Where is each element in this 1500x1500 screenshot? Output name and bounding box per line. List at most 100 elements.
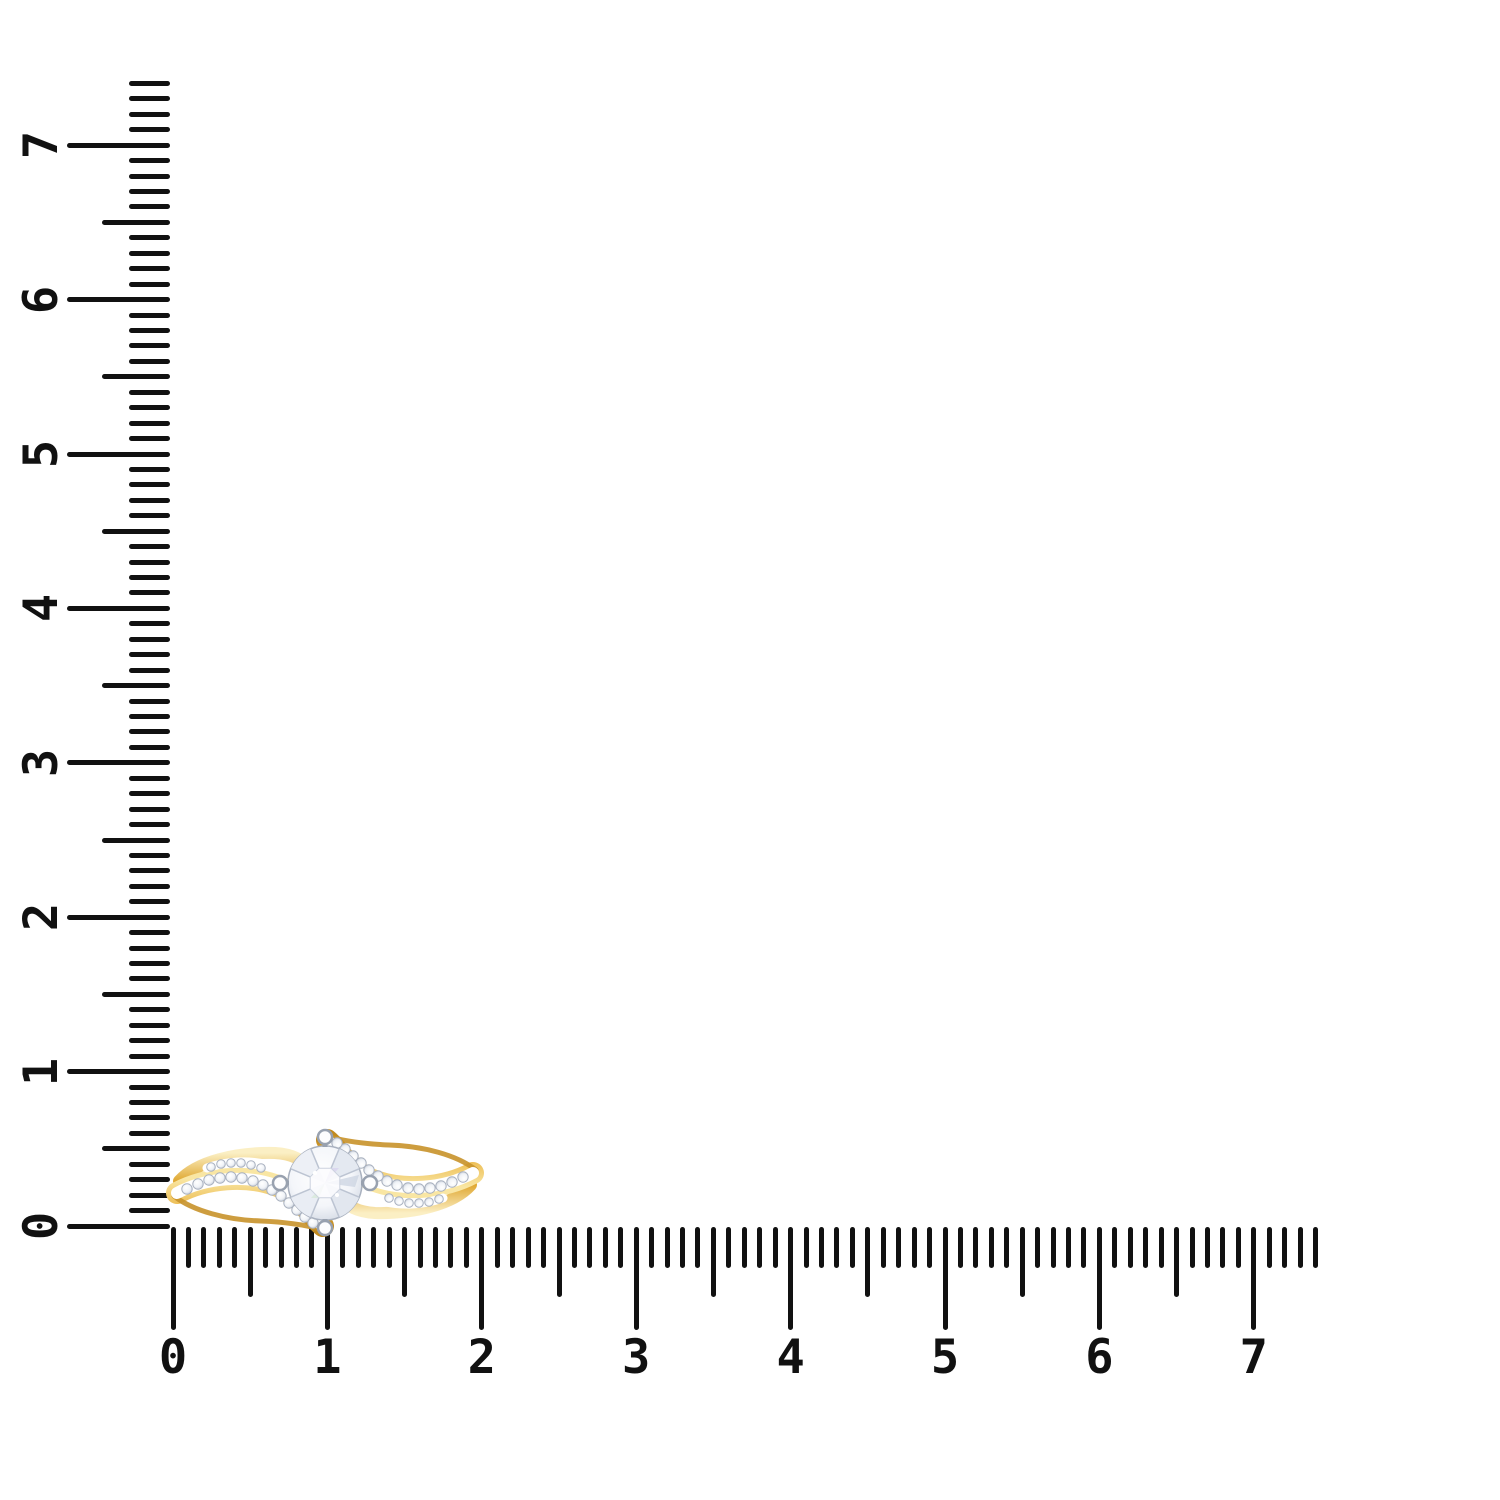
ruler-tick-minor (129, 173, 170, 179)
ruler-tick-minor (1035, 1226, 1041, 1268)
ruler-tick-minor (129, 930, 170, 936)
ruler-tick-minor (129, 343, 170, 349)
ruler-tick-minor (129, 482, 170, 488)
ruler-tick-minor (129, 405, 170, 411)
ruler-tick-medium (247, 1226, 253, 1297)
ruler-tick-minor (129, 590, 170, 596)
ruler-label: 1 (14, 1057, 69, 1086)
ruler-tick-minor (129, 1208, 170, 1214)
ruler-label: 6 (14, 285, 69, 314)
ruler-tick-medium (102, 528, 170, 534)
ruler-tick-minor (129, 868, 170, 874)
ruler-tick-major (324, 1226, 330, 1330)
ruler-tick-minor (216, 1226, 222, 1268)
ruler-tick-minor (129, 250, 170, 256)
prong-east (361, 1174, 379, 1192)
ruler-tick-major (942, 1226, 948, 1330)
ruler-tick-minor (911, 1226, 917, 1268)
ruler-tick-minor (587, 1226, 593, 1268)
ruler-tick-minor (571, 1226, 577, 1268)
ruler-tick-minor (129, 158, 170, 164)
ruler-tick-minor (129, 1053, 170, 1059)
ruler-tick-minor (129, 1192, 170, 1198)
ruler-tick-minor (1066, 1226, 1072, 1268)
prongs (271, 1128, 379, 1237)
ruler-tick-minor (541, 1226, 547, 1268)
ruler-tick-minor (927, 1226, 933, 1268)
ruler-tick-minor (129, 652, 170, 658)
ruler-tick-minor (1127, 1226, 1133, 1268)
ruler-label: 6 (1085, 1330, 1114, 1385)
ruler-tick-minor (1297, 1226, 1303, 1268)
ruler-tick-major (67, 297, 170, 303)
ruler-tick-major (170, 1226, 176, 1330)
ruler-tick-minor (355, 1226, 361, 1268)
ruler-tick-medium (865, 1226, 871, 1297)
prong-south (316, 1219, 334, 1237)
ruler-label: 0 (14, 1211, 69, 1241)
ruler-tick-minor (129, 575, 170, 581)
ruler-tick-minor (973, 1226, 979, 1268)
ruler-tick-minor (1050, 1226, 1056, 1268)
ruler-tick-minor (129, 466, 170, 472)
ruler-tick-major (67, 1223, 170, 1229)
ruler-tick-minor (1081, 1226, 1087, 1268)
ruler-tick-minor (129, 667, 170, 673)
ruler-tick-minor (1204, 1226, 1210, 1268)
ruler-tick-minor (129, 1161, 170, 1167)
ruler-tick-major (67, 605, 170, 611)
ruler-label: 3 (14, 748, 69, 777)
ruler-tick-minor (129, 636, 170, 642)
ruler-tick-minor (757, 1226, 763, 1268)
ruler-tick-minor (129, 1130, 170, 1136)
ruler-tick-medium (102, 374, 170, 380)
ruler-tick-minor (880, 1226, 886, 1268)
ruler-tick-minor (129, 513, 170, 519)
ruler-tick-minor (129, 389, 170, 395)
center-diamond (287, 1145, 363, 1221)
ruler-tick-minor (618, 1226, 624, 1268)
ruler-label: 2 (467, 1330, 496, 1385)
ruler-tick-minor (988, 1226, 994, 1268)
ruler-tick-major (67, 451, 170, 457)
ruler-tick-medium (1174, 1226, 1180, 1297)
ruler-tick-minor (129, 1038, 170, 1044)
ruler-tick-medium (1019, 1226, 1025, 1297)
ruler-tick-minor (129, 281, 170, 287)
ruler-label: 0 (158, 1330, 188, 1385)
ruler-tick-minor (1004, 1226, 1010, 1268)
ruler-tick-minor (129, 1177, 170, 1183)
ruler-tick-minor (525, 1226, 531, 1268)
ruler-tick-minor (1235, 1226, 1241, 1268)
ruler-tick-minor (695, 1226, 701, 1268)
ruler-tick-minor (278, 1226, 284, 1268)
ruler-tick-minor (129, 945, 170, 951)
ruler-tick-minor (896, 1226, 902, 1268)
ruler-tick-minor (1282, 1226, 1288, 1268)
ruler-tick-minor (129, 80, 170, 86)
ruler-tick-minor (129, 96, 170, 102)
ruler-tick-minor (129, 775, 170, 781)
ruler-tick-medium (102, 837, 170, 843)
ruler-tick-minor (129, 312, 170, 318)
ruler-tick-minor (129, 1099, 170, 1105)
ruler-tick-minor (1143, 1226, 1149, 1268)
ruler-tick-minor (818, 1226, 824, 1268)
ruler-tick-major (67, 1069, 170, 1075)
ruler-tick-minor (129, 713, 170, 719)
ruler-tick-major (1251, 1226, 1257, 1330)
ruler-label: 4 (14, 594, 69, 623)
ruler-label: 4 (776, 1330, 805, 1385)
ruler-tick-minor (129, 822, 170, 828)
ruler-label: 5 (930, 1330, 960, 1385)
ruler-label: 1 (313, 1330, 342, 1385)
ruler-tick-minor (129, 621, 170, 627)
ruler-tick-medium (102, 683, 170, 689)
ruler-tick-minor (129, 961, 170, 967)
ruler-tick-minor (129, 852, 170, 858)
ruler-tick-minor (129, 559, 170, 565)
ruler-tick-minor (772, 1226, 778, 1268)
ruler-tick-minor (1112, 1226, 1118, 1268)
ring-image (165, 1115, 495, 1255)
